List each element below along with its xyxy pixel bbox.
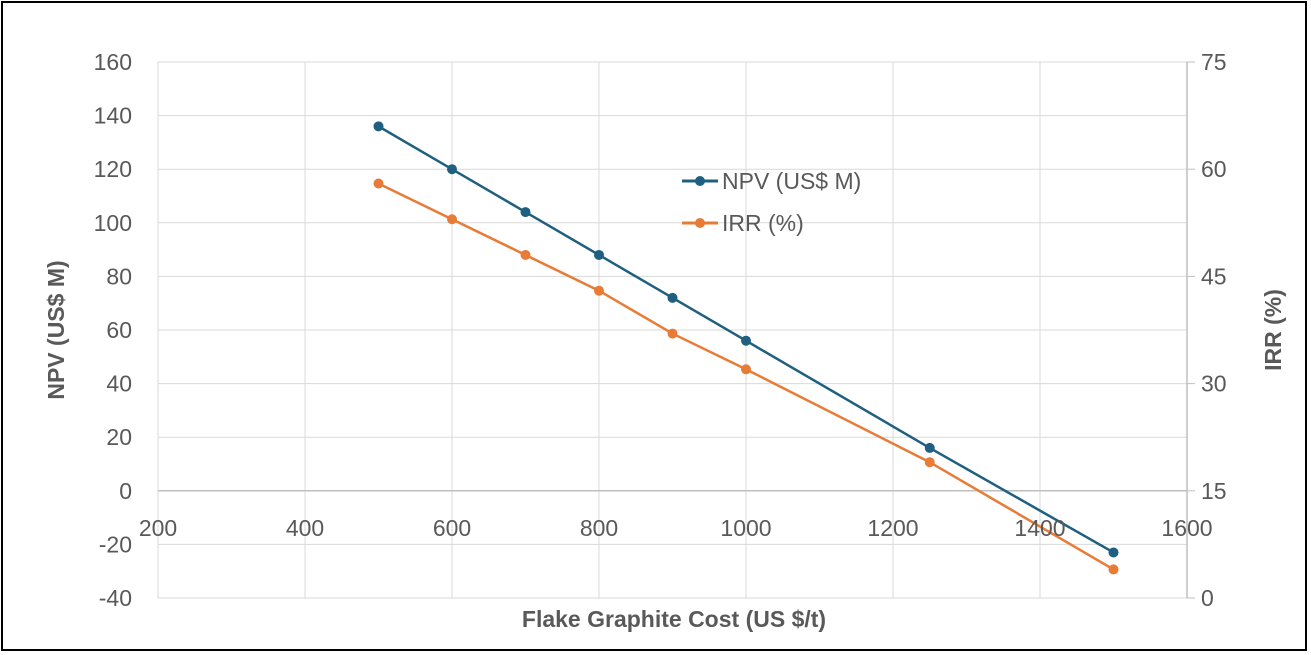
legend-item-irr: IRR (%)	[682, 210, 804, 236]
legend-marker-irr	[695, 218, 705, 228]
y-tick-label: 40	[106, 371, 132, 397]
data-point	[924, 442, 935, 453]
data-point	[741, 335, 751, 346]
data-point	[667, 292, 678, 303]
data-point	[373, 178, 384, 189]
y-tick-label: -40	[99, 585, 132, 611]
y2-tick-label: 0	[1201, 585, 1214, 611]
series-line	[377, 125, 1115, 554]
data-point	[667, 328, 678, 339]
x-tick-label: 1400	[1014, 515, 1065, 541]
x-tick-label: 1000	[720, 515, 771, 541]
legend-label-npv: NPV (US$ M)	[722, 168, 861, 194]
y2-tick-label: 75	[1201, 49, 1227, 75]
data-point	[594, 285, 604, 296]
data-point	[447, 164, 457, 175]
legend-marker-npv	[695, 176, 705, 186]
series-irr	[373, 178, 1119, 575]
legend: NPV (US$ M) IRR (%)	[682, 168, 861, 236]
data-point	[447, 214, 457, 225]
y-tick-label: 120	[94, 156, 132, 182]
x-tick-label: 1200	[867, 515, 918, 541]
axes	[158, 61, 1195, 599]
x-tick-label: 400	[286, 515, 324, 541]
y2-tick-label: 15	[1201, 478, 1227, 504]
data-point	[373, 121, 384, 132]
y2-axis-title: IRR (%)	[1260, 289, 1286, 371]
y-tick-label: 160	[94, 49, 132, 75]
x-tick-label: 1600	[1161, 515, 1212, 541]
y-tick-label: 140	[94, 103, 132, 129]
y-tick-label: 80	[106, 263, 132, 289]
y-tick-label: 60	[106, 317, 132, 343]
y-tick-label: 0	[119, 478, 132, 504]
data-point	[1108, 564, 1119, 575]
data-point	[520, 249, 531, 260]
series-npv	[373, 121, 1119, 558]
legend-item-npv: NPV (US$ M)	[682, 168, 861, 194]
x-tick-label: 800	[580, 515, 618, 541]
data-point	[924, 457, 935, 468]
x-axis-title: Flake Graphite Cost (US $/t)	[522, 606, 826, 632]
y2-tick-label: 45	[1201, 263, 1227, 289]
data-point	[594, 249, 604, 260]
x-tick-label: 600	[433, 515, 471, 541]
y-tick-label: 20	[106, 424, 132, 450]
series-line	[377, 182, 1115, 571]
data-point	[520, 207, 531, 218]
x-tick-label: 200	[139, 515, 177, 541]
data-point	[741, 364, 751, 375]
series-layer	[373, 121, 1119, 575]
legend-label-irr: IRR (%)	[722, 210, 804, 236]
data-point	[1108, 547, 1119, 558]
y-tick-label: 100	[94, 210, 132, 236]
y-axis-title: NPV (US$ M)	[43, 260, 69, 399]
y2-tick-label: 60	[1201, 156, 1227, 182]
y-tick-label: -20	[99, 531, 132, 557]
y2-tick-label: 30	[1201, 371, 1227, 397]
